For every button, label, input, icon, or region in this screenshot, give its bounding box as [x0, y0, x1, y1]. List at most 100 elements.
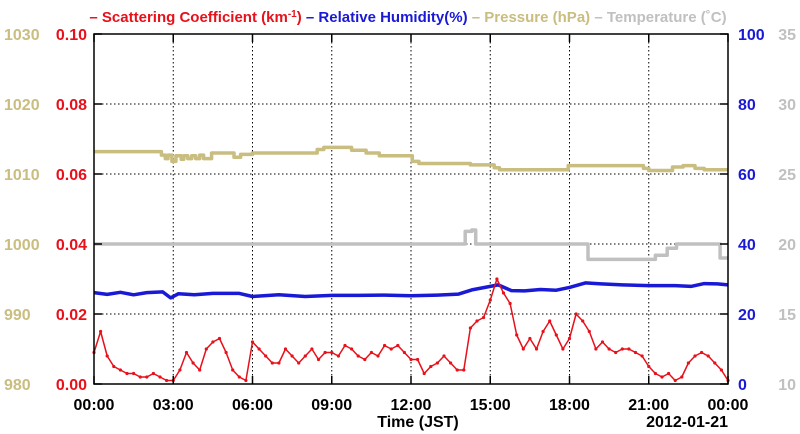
- humidity-tick-label: 0: [738, 377, 747, 394]
- scattering-tick-label: 0.02: [56, 307, 87, 324]
- point-scattering: [244, 378, 248, 383]
- point-scattering: [640, 354, 644, 358]
- temperature-axis-labels: 10 15 20 25 30 35: [778, 27, 796, 394]
- temperature-tick-label: 15: [778, 307, 796, 324]
- title-part-sc_sup: -1: [288, 9, 297, 20]
- point-scattering: [607, 347, 611, 351]
- point-scattering: [468, 326, 472, 330]
- point-scattering: [402, 350, 406, 355]
- pressure-axis-labels: 980 990 1000 1010 1020 1030: [4, 27, 40, 394]
- point-scattering: [587, 329, 591, 334]
- point-scattering: [435, 361, 439, 365]
- point-scattering: [700, 350, 704, 355]
- humidity-tick-label: 40: [738, 237, 756, 254]
- point-scattering: [336, 354, 340, 358]
- scattering-tick-label: 0.08: [56, 97, 87, 114]
- point-scattering: [138, 375, 142, 379]
- point-scattering: [686, 361, 691, 365]
- scattering-tick-label: 0.00: [56, 377, 87, 394]
- x-tick-label: 00:00: [74, 397, 115, 414]
- point-scattering: [250, 340, 255, 344]
- humidity-axis-labels: 0 20 40 60 80 100: [738, 27, 765, 394]
- point-scattering: [501, 291, 506, 295]
- point-scattering: [389, 347, 393, 351]
- point-scattering: [521, 347, 525, 351]
- point-scattering: [310, 347, 314, 351]
- point-scattering: [475, 319, 479, 323]
- x-tick-label: 06:00: [232, 397, 273, 414]
- point-scattering: [231, 368, 235, 372]
- point-scattering: [673, 378, 677, 383]
- pressure-tick-label: 990: [4, 307, 31, 324]
- grid: [94, 34, 728, 384]
- series-layer: [92, 145, 730, 383]
- scattering-tick-label: 0.10: [56, 27, 87, 44]
- point-scattering: [191, 361, 195, 365]
- point-scattering: [515, 333, 519, 337]
- humidity-tick-label: 100: [738, 27, 765, 44]
- point-scattering: [422, 371, 426, 376]
- title-part-rh: – Relative Humidity(%): [302, 9, 468, 26]
- scattering-axis-labels: 0.00 0.02 0.04 0.06 0.08 0.10: [56, 27, 87, 394]
- point-scattering: [204, 347, 208, 351]
- point-scattering: [376, 354, 380, 358]
- pressure-tick-label: 1000: [4, 237, 40, 254]
- x-tick-label: 12:00: [391, 397, 432, 414]
- humidity-tick-label: 20: [738, 307, 756, 324]
- series-scattering: [92, 277, 730, 383]
- point-scattering: [198, 368, 202, 372]
- point-scattering: [719, 368, 724, 372]
- scattering-tick-label: 0.04: [56, 237, 87, 254]
- x-tick-label: 21:00: [628, 397, 669, 414]
- point-scattering: [297, 361, 301, 365]
- point-scattering: [482, 315, 486, 320]
- point-scattering: [290, 354, 294, 358]
- series-line-pressure: [94, 145, 728, 173]
- temperature-tick-label: 25: [778, 167, 796, 184]
- point-scattering: [633, 350, 638, 355]
- point-scattering: [462, 368, 466, 372]
- series-line-relative_humidity: [93, 281, 729, 300]
- x-tick-label: 00:00: [708, 397, 749, 414]
- x-axis-labels: 00:00 03:00 06:00 09:00 12:00 15:00 18:00 21:00…: [74, 397, 749, 414]
- point-scattering: [713, 361, 717, 365]
- point-scattering: [323, 350, 327, 355]
- point-scattering: [158, 375, 162, 379]
- point-scattering: [627, 347, 631, 351]
- point-scattering: [600, 340, 605, 344]
- point-scattering: [442, 354, 446, 358]
- point-scattering: [581, 319, 585, 323]
- temperature-tick-label: 20: [778, 237, 796, 254]
- point-scattering: [409, 357, 413, 362]
- x-tick-label: 09:00: [311, 397, 352, 414]
- chart-title-text: – Scattering Coefficient (km-1) – Relati…: [89, 9, 726, 27]
- x-tick-label: 18:00: [549, 397, 590, 414]
- point-scattering: [706, 354, 710, 358]
- point-scattering: [653, 371, 658, 376]
- tick-marks: [93, 33, 729, 385]
- point-scattering: [548, 319, 552, 323]
- point-scattering: [660, 375, 664, 379]
- x-axis-title: Time (JST): [377, 414, 459, 431]
- point-scattering: [416, 357, 420, 362]
- point-scattering: [693, 354, 697, 358]
- point-scattering: [178, 368, 182, 372]
- point-scattering: [330, 350, 334, 355]
- title-part-sc_close: ): [297, 9, 302, 26]
- date-label: 2012-01-21: [646, 414, 728, 431]
- point-scattering: [184, 350, 189, 355]
- point-scattering: [363, 357, 367, 362]
- point-scattering: [534, 347, 539, 351]
- x-tick-label: 15:00: [470, 397, 511, 414]
- point-scattering: [277, 361, 281, 365]
- point-scattering: [264, 354, 268, 358]
- title-part-tp: – Temperature (˚C): [590, 9, 726, 26]
- point-scattering: [350, 347, 354, 351]
- point-scattering: [396, 343, 400, 348]
- temperature-tick-label: 30: [778, 97, 796, 114]
- temperature-tick-label: 10: [778, 377, 796, 394]
- point-scattering: [508, 301, 512, 306]
- point-scattering: [237, 375, 241, 379]
- pressure-tick-label: 980: [4, 377, 31, 394]
- point-scattering: [488, 298, 492, 302]
